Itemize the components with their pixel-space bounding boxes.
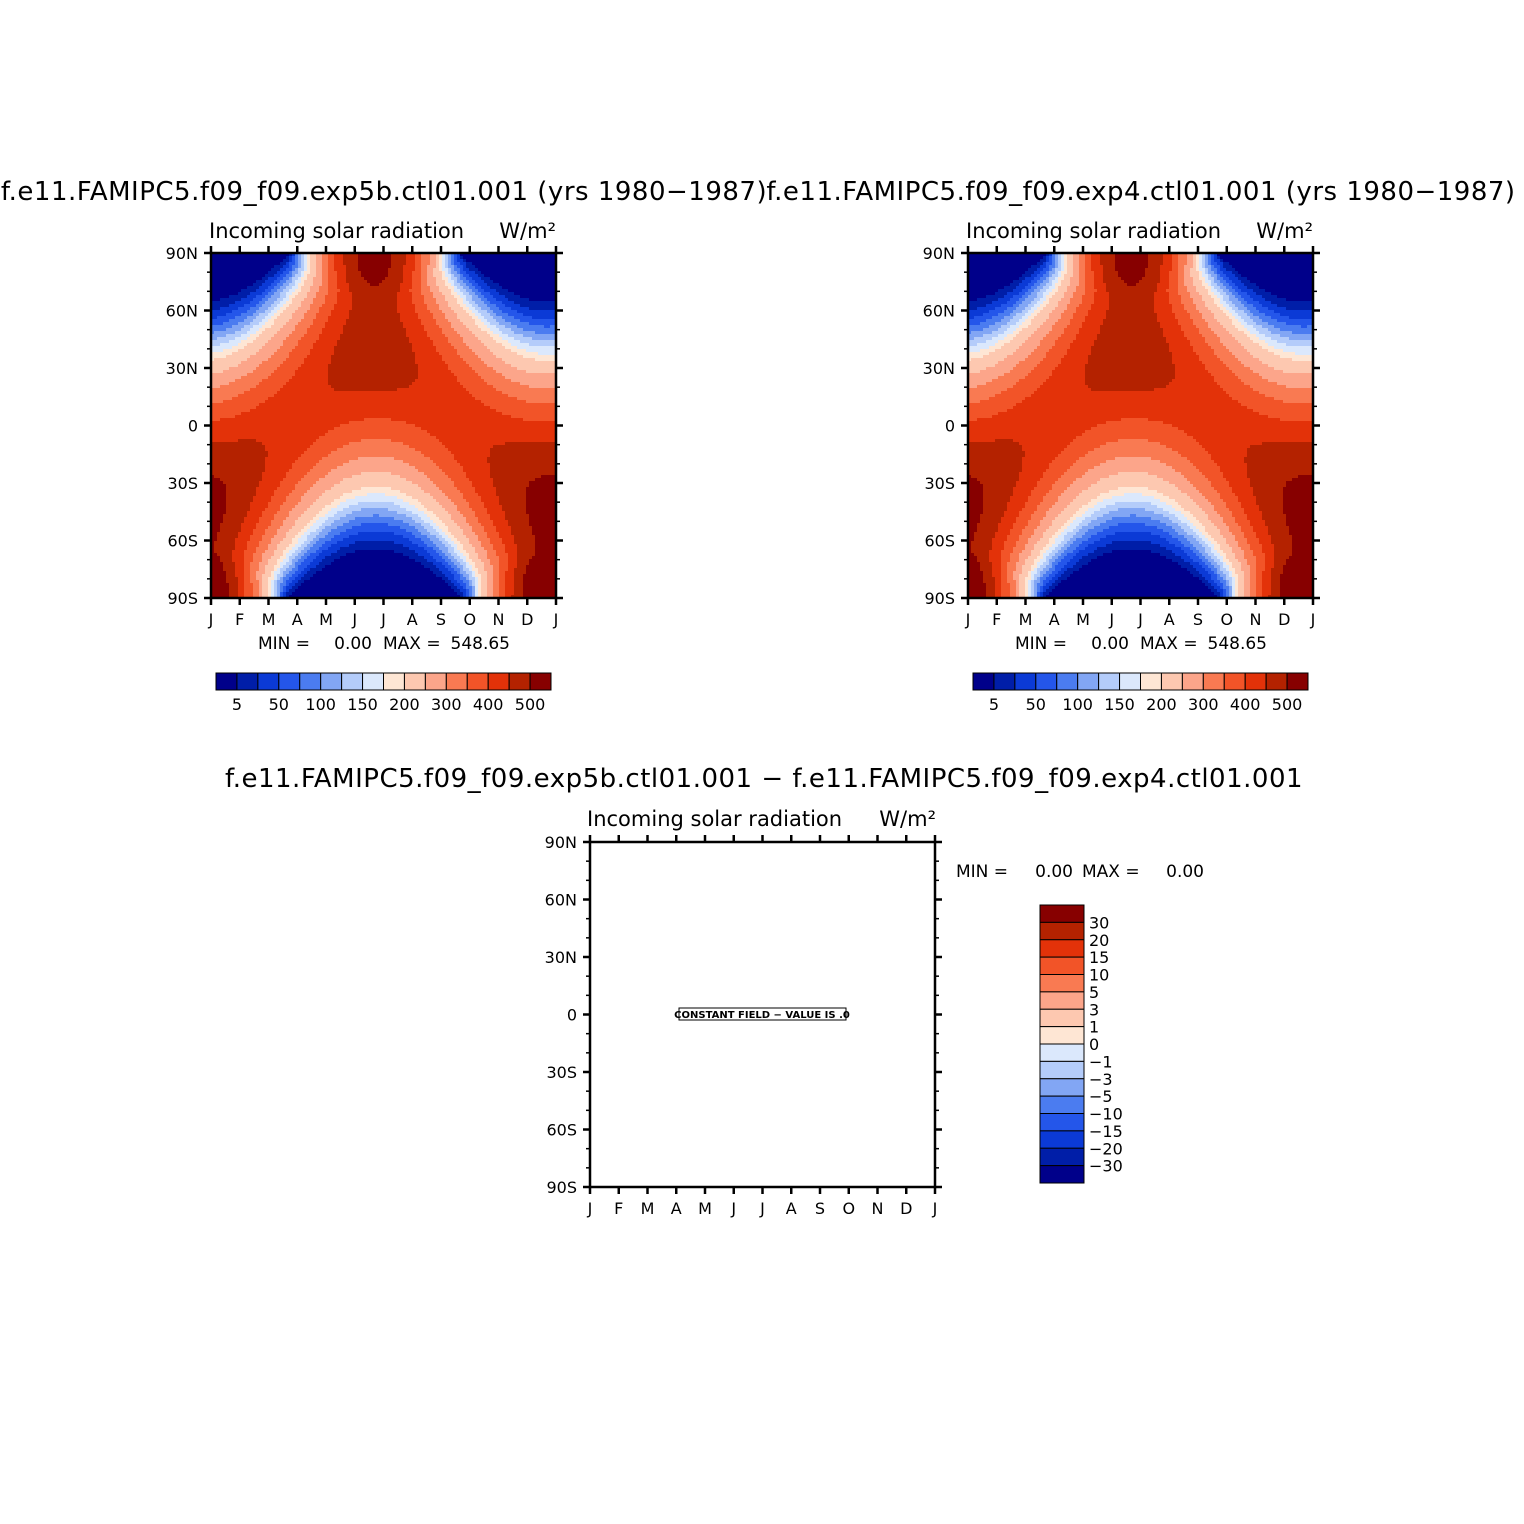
panel-subtitle: Incoming solar radiation <box>209 219 464 243</box>
panel-upper-left: f.e11.FAMIPC5.f09_f09.exp5b.ctl01.001 (y… <box>1 177 767 714</box>
units-label: W/m² <box>499 219 556 243</box>
figure-canvas: f.e11.FAMIPC5.f09_f09.exp5b.ctl01.001 (y… <box>0 0 1524 1524</box>
panel-title: f.e11.FAMIPC5.f09_f09.exp5b.ctl01.001 (y… <box>1 177 767 207</box>
contour-field <box>211 253 557 599</box>
